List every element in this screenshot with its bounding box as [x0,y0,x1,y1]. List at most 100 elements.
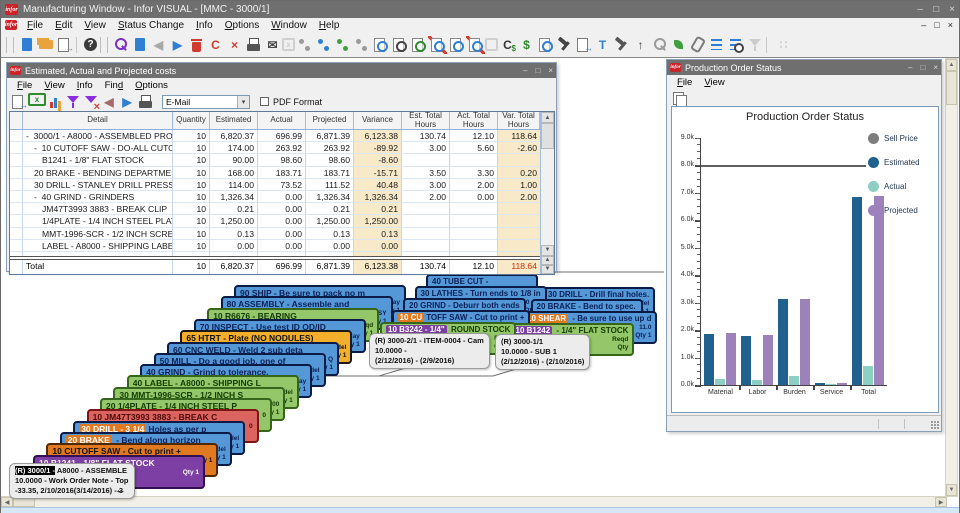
scroll-down-icon[interactable]: ▼ [946,484,957,496]
scroll-thumb[interactable] [541,123,554,149]
table-row[interactable]: 20 BRAKE - BENDING DEPARTMENT 10 168.00 183… [10,166,540,179]
table-row[interactable]: LABEL - A8000 - SHIPPING LABEL 10 0.00 0.00… [10,239,540,252]
preview-icon[interactable] [536,36,555,54]
new-icon[interactable] [17,36,36,54]
column-header[interactable] [10,112,23,130]
maximize-icon[interactable]: □ [933,4,940,15]
menu-item-options[interactable]: Options [135,79,168,91]
email-icon[interactable]: ✉ [267,37,278,52]
excel-icon[interactable]: x [28,92,46,106]
checkbox-icon[interactable] [260,97,269,106]
link-icon-2[interactable] [314,36,333,54]
doc-search-icon-5[interactable] [447,36,466,54]
hammer-up-icon[interactable] [612,36,631,54]
dollar-icon[interactable]: $ [523,37,530,52]
menu-item-file[interactable]: File [27,19,44,31]
table-row[interactable]: 1/4PLATE - 1/4 INCH STEEL PLATE 10 1,250.0… [10,215,540,228]
table-row[interactable]: - 10 CUTOFF SAW - DO-ALL CUTOFF SAW10174… [10,142,540,155]
scroll-left-icon[interactable]: ◀ [1,497,13,507]
scroll-up-icon[interactable]: ▲ [541,112,554,123]
minimize-icon[interactable]: – [917,4,924,15]
table-row[interactable]: B1241 - 1/8" FLAT STOCK 10 90.00 98.60 98.60… [10,154,540,167]
mdi-horizontal-scrollbar[interactable]: ◀ ▶ [1,496,947,507]
hammer-icon[interactable] [555,36,574,54]
menu-item-view[interactable]: View [704,76,725,88]
minimize-icon[interactable]: – [908,63,913,72]
table-row[interactable]: MMT-1996-SCR - 1/2 INCH SCREWS 10 0.13 0.00… [10,227,540,240]
next-icon[interactable]: ▶ [122,94,132,109]
back-arrow-icon[interactable]: ← [115,484,126,496]
table-row[interactable]: - 40 GRIND - GRINDERS 10 1,326.34 0.00 1,326… [10,190,540,204]
column-header[interactable]: Quantity [173,112,210,130]
close-record-icon[interactable]: × [230,37,238,52]
scroll-up-icon[interactable]: ▲ [946,59,957,71]
column-header[interactable]: Estimated [210,112,258,130]
column-header[interactable]: Act. Total Hours [450,112,498,130]
leaf-icon[interactable] [669,36,688,54]
column-header[interactable]: Var. Total Hours [498,112,540,130]
column-header[interactable]: Variance [354,112,402,130]
column-header[interactable]: Detail [23,112,173,130]
prev-icon[interactable]: ◀ [153,37,164,52]
tee-filter-icon[interactable]: T [598,37,607,52]
copy-icon[interactable] [670,90,688,108]
checklist-icon[interactable] [707,36,726,54]
scroll-right-icon[interactable]: ▶ [935,497,947,507]
menu-item-options[interactable]: Options [224,19,260,31]
delete-icon[interactable] [187,36,206,54]
arrow-up-icon[interactable]: ↑ [637,37,644,52]
currency-icon[interactable]: C [498,36,517,54]
close-icon[interactable]: × [548,66,553,75]
filter-icon[interactable] [64,93,82,111]
prev-icon[interactable]: ◀ [104,94,114,109]
doc-search-icon-1[interactable] [371,36,390,54]
scroll-down-icon[interactable]: ▼ [541,244,554,256]
grid-scrollbar[interactable]: ▲ ▼ ▲ ▼ [540,112,554,274]
menu-item-view[interactable]: View [44,79,65,91]
mdi-close-icon[interactable]: × [947,20,953,30]
exit-icon[interactable] [55,36,74,54]
menu-item-find[interactable]: Find [104,79,124,91]
mdi-vertical-scrollbar[interactable]: ▲ ▼ [945,58,958,497]
minimize-icon[interactable]: – [523,66,528,75]
table-row[interactable]: 30 DRILL - STANLEY DRILL PRESS 10 114.00 73… [10,178,540,191]
work-order-note-card[interactable]: (R) 3000-1/1 10.0000 - SUB 1 (2/12/2016) -… [495,334,591,370]
link-icon-3[interactable] [333,36,352,54]
menu-item-file[interactable]: File [677,76,693,88]
maximize-icon[interactable]: □ [535,66,541,75]
document-id-icon[interactable] [130,36,149,54]
scroll-thumb[interactable] [946,71,957,105]
help-icon[interactable]: ? [84,38,97,51]
work-order-note-card[interactable]: (R) 3000/1 - A8000 - ASSEMBLE 10.0000 - W… [9,463,135,499]
list-search-icon[interactable] [726,36,745,54]
search-icon[interactable] [111,36,130,54]
menu-item-help[interactable]: Help [318,19,340,31]
paperclip-icon[interactable] [688,36,707,54]
chart-icon[interactable] [46,93,64,111]
print-icon[interactable] [136,93,154,111]
filter-clear-icon[interactable] [82,93,100,113]
menu-item-edit[interactable]: Edit [55,19,73,31]
chevron-down-icon[interactable]: ▾ [237,95,249,108]
output-combobox[interactable]: E-Mail ▾ [162,94,250,109]
doc-search-icon-6[interactable] [466,35,485,54]
tag-icon[interactable] [650,36,669,54]
link-icon-4[interactable] [352,36,371,54]
open-folder-icon[interactable] [36,36,55,54]
link-icon-1[interactable] [295,36,314,54]
close-icon[interactable]: × [933,63,938,72]
menu-item-view[interactable]: View [84,19,106,31]
doc-search-icon-4[interactable] [428,35,447,54]
close-icon[interactable]: × [949,4,955,15]
menu-item-info[interactable]: Info [196,19,213,31]
column-header[interactable]: Actual [258,112,306,130]
column-header[interactable]: Projected [306,112,354,130]
menu-item-window[interactable]: Window [271,19,307,31]
spin-up-icon[interactable]: ▲ [541,255,554,265]
mdi-child-icon[interactable]: infor [4,20,18,30]
next-icon[interactable]: ▶ [172,37,183,52]
doc-search-icon-2[interactable] [390,36,409,54]
spin-down-icon[interactable]: ▼ [541,264,554,274]
menu-item-file[interactable]: File [17,79,33,91]
work-order-note-card[interactable]: (R) 3000-2/1 - ITEM-0004 - Cam 10.0000 -(… [369,333,490,369]
